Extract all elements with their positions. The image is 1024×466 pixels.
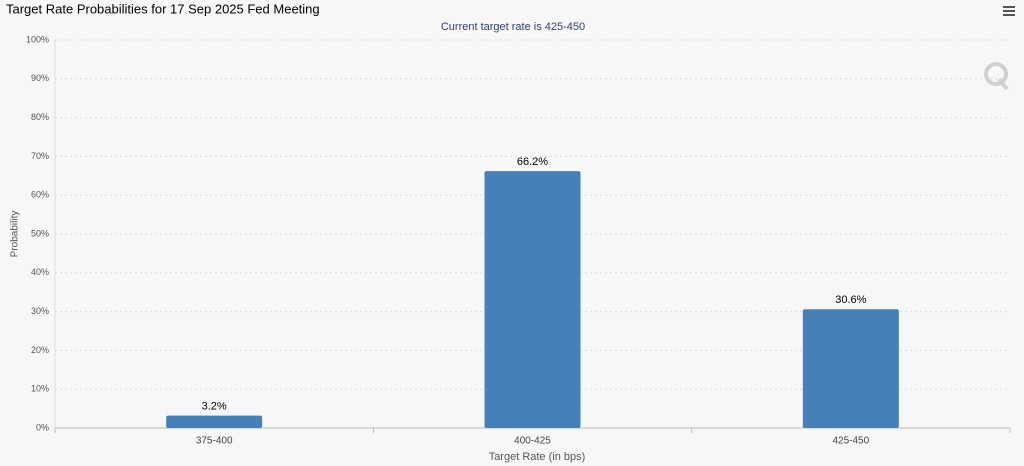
x-tick-label: 375-400 — [196, 436, 233, 447]
y-tick-label: 10% — [31, 384, 49, 394]
watermark-ring — [984, 62, 1008, 86]
y-tick-label: 20% — [31, 345, 49, 355]
bar — [484, 171, 581, 429]
chart-title: Target Rate Probabilities for 17 Sep 202… — [6, 1, 320, 16]
data-label: 30.6% — [835, 294, 866, 306]
y-axis-label: Probability — [10, 211, 21, 258]
y-tick-label: 30% — [31, 306, 49, 316]
bar — [166, 415, 263, 428]
y-tick-label: 0% — [36, 422, 49, 432]
x-tick-label: 425-450 — [832, 436, 869, 447]
data-label: 66.2% — [517, 156, 548, 168]
y-tick-label: 40% — [31, 267, 49, 277]
y-tick-label: 80% — [31, 112, 49, 122]
y-tick-label: 50% — [31, 228, 49, 238]
y-tick-label: 70% — [31, 151, 49, 161]
y-tick-label: 60% — [31, 190, 49, 200]
menu-bar — [1003, 6, 1015, 8]
y-tick-label: 100% — [26, 34, 49, 44]
menu-bar — [1003, 14, 1015, 16]
x-axis-label: Target Rate (in bps) — [489, 451, 586, 463]
bar — [802, 309, 899, 428]
menu-button[interactable] — [1003, 6, 1015, 16]
watermark — [984, 62, 1009, 91]
data-label: 3.2% — [202, 400, 227, 412]
menu-bar — [1003, 10, 1015, 12]
watermark-tail — [997, 77, 1009, 91]
chart-subtitle: Current target rate is 425-450 — [441, 21, 585, 33]
y-tick-label: 90% — [31, 73, 49, 83]
x-tick-label: 400-425 — [514, 436, 551, 447]
